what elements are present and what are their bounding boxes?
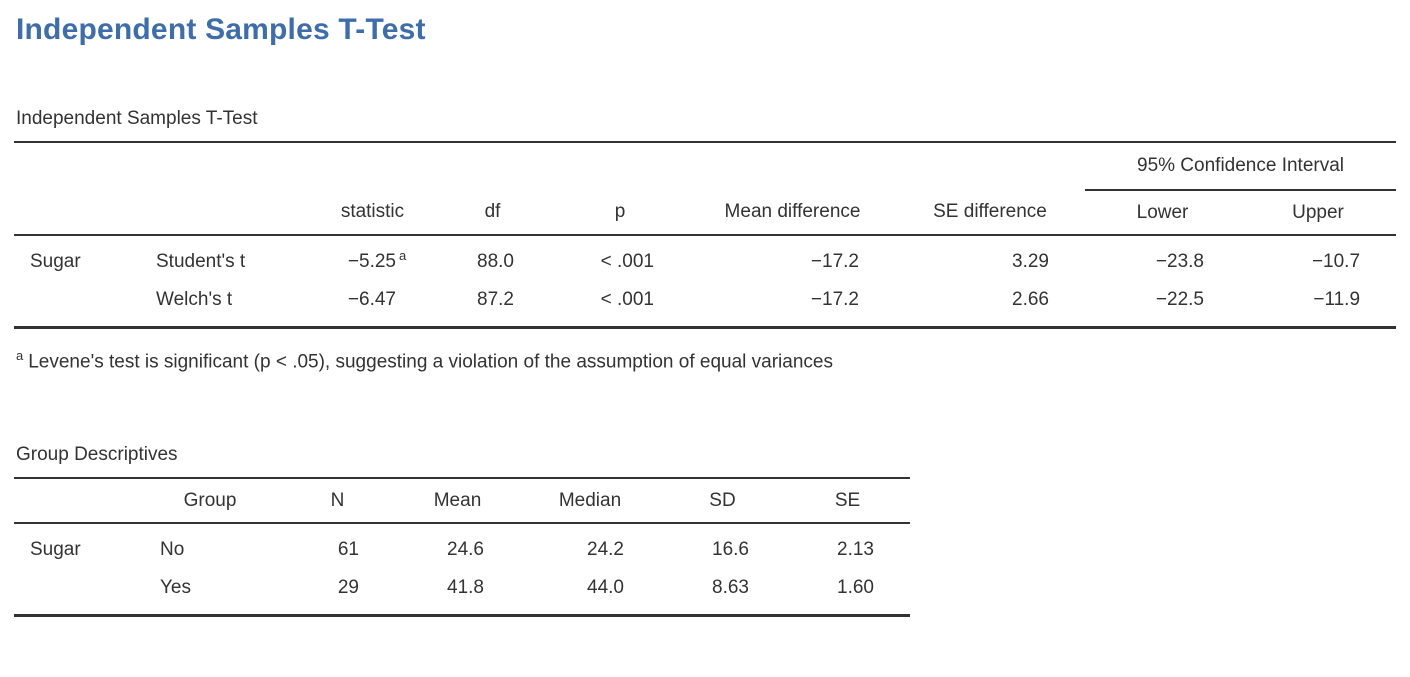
n-value: 29 (337, 577, 359, 599)
sd-value: 16.6 (712, 539, 749, 561)
statistic-value: −6.47 (310, 281, 435, 328)
ttest-col-mean-difference: Mean difference (690, 190, 895, 236)
se-difference-value: 2.66 (1012, 289, 1049, 310)
ttest-col-statistic: statistic (310, 190, 435, 236)
ttest-column-header-row: statistic df p Mean difference SE differ… (14, 190, 1397, 236)
median-value: 44.0 (587, 577, 624, 599)
df-value: 88.0 (477, 251, 514, 272)
ci-lower-value: −22.5 (1155, 289, 1204, 310)
se-difference-value: 3.29 (1012, 251, 1049, 272)
results-heading[interactable]: Independent Samples T-Test (16, 13, 426, 46)
descriptives-row-yes: Yes 29 41.8 44.0 8.63 1.60 (14, 569, 910, 616)
ttest-col-variable (14, 190, 140, 236)
test-label: Welch's t (156, 289, 233, 310)
df-value: 87.2 (477, 289, 514, 310)
descriptives-table[interactable]: Group N Mean Median SD SE Sugar No 61 24… (14, 477, 910, 618)
se-value: 1.60 (837, 577, 874, 599)
ttest-row-welchs-t: Welch's t −6.47 87.2 < .001 −17.2 2.66 −… (14, 281, 1396, 328)
ttest-col-se-difference: SE difference (895, 190, 1085, 236)
n-value: 61 (337, 539, 359, 561)
mean-difference-value: −17.2 (810, 251, 859, 272)
ttest-footnote: a Levene's test is significant (p < .05),… (16, 348, 1396, 373)
desc-col-sd: SD (660, 478, 785, 525)
ttest-table[interactable]: 95% Confidence Interval statistic df p M… (14, 141, 1397, 329)
se-value: 2.13 (837, 539, 874, 561)
statistic-value: −5.25 a (347, 247, 407, 272)
ttest-col-p: p (550, 190, 690, 236)
test-label: Student's t (156, 251, 246, 272)
statistic-number: −6.47 (347, 289, 396, 310)
median-value: 24.2 (587, 539, 624, 561)
statistic-number: −5.25 (347, 251, 396, 272)
ci-lower-value: −23.8 (1155, 251, 1204, 272)
ttest-col-test (140, 190, 310, 236)
variable-label: Sugar (30, 251, 81, 272)
descriptives-row-no: Sugar No 61 24.6 24.2 16.6 2.13 (14, 523, 910, 569)
desc-col-n: N (280, 478, 395, 525)
mean-value: 41.8 (447, 577, 484, 599)
ttest-col-ci-upper: Upper (1240, 190, 1397, 236)
descriptives-column-header-row: Group N Mean Median SD SE (14, 478, 910, 525)
p-value: < .001 (600, 251, 654, 272)
results-panel: Independent Samples T-Test Independent S… (0, 11, 1410, 677)
desc-col-se: SE (785, 478, 910, 525)
mean-value: 24.6 (447, 539, 484, 561)
desc-col-median: Median (520, 478, 660, 525)
group-label: Yes (160, 577, 191, 599)
variable-label (14, 569, 140, 616)
descriptives-table-caption: Group Descriptives (16, 444, 178, 466)
ci-upper-value: −10.7 (1311, 251, 1361, 272)
ttest-row-students-t: Sugar Student's t −5.25 a 88.0 < .001 −17… (14, 235, 1396, 281)
ttest-header-spacer (14, 142, 1085, 190)
sd-value: 8.63 (712, 577, 749, 599)
ttest-col-ci-lower: Lower (1085, 190, 1240, 236)
ttest-results-block[interactable]: Independent Samples T-Test 95% Confidenc… (14, 108, 1397, 373)
ttest-ci-group-header: 95% Confidence Interval (1085, 142, 1397, 191)
ttest-col-df: df (435, 190, 550, 236)
footnote-text: Levene's test is significant (p < .05), … (28, 351, 833, 373)
ttest-table-caption: Independent Samples T-Test (16, 108, 258, 129)
desc-col-mean: Mean (395, 478, 520, 525)
ci-upper-value: −11.9 (1313, 289, 1361, 310)
desc-col-variable (14, 478, 140, 525)
mean-difference-value: −17.2 (810, 289, 859, 310)
ttest-ci-span-row: 95% Confidence Interval (14, 142, 1397, 191)
variable-label: Sugar (30, 539, 81, 561)
group-label: No (160, 539, 185, 561)
descriptives-results-block[interactable]: Group Descriptives Group N Mean Median S… (14, 444, 1396, 618)
variable-label (14, 281, 140, 328)
footnote-marker: a (16, 348, 24, 363)
desc-col-group: Group (140, 478, 280, 525)
p-value: < .001 (600, 289, 654, 310)
